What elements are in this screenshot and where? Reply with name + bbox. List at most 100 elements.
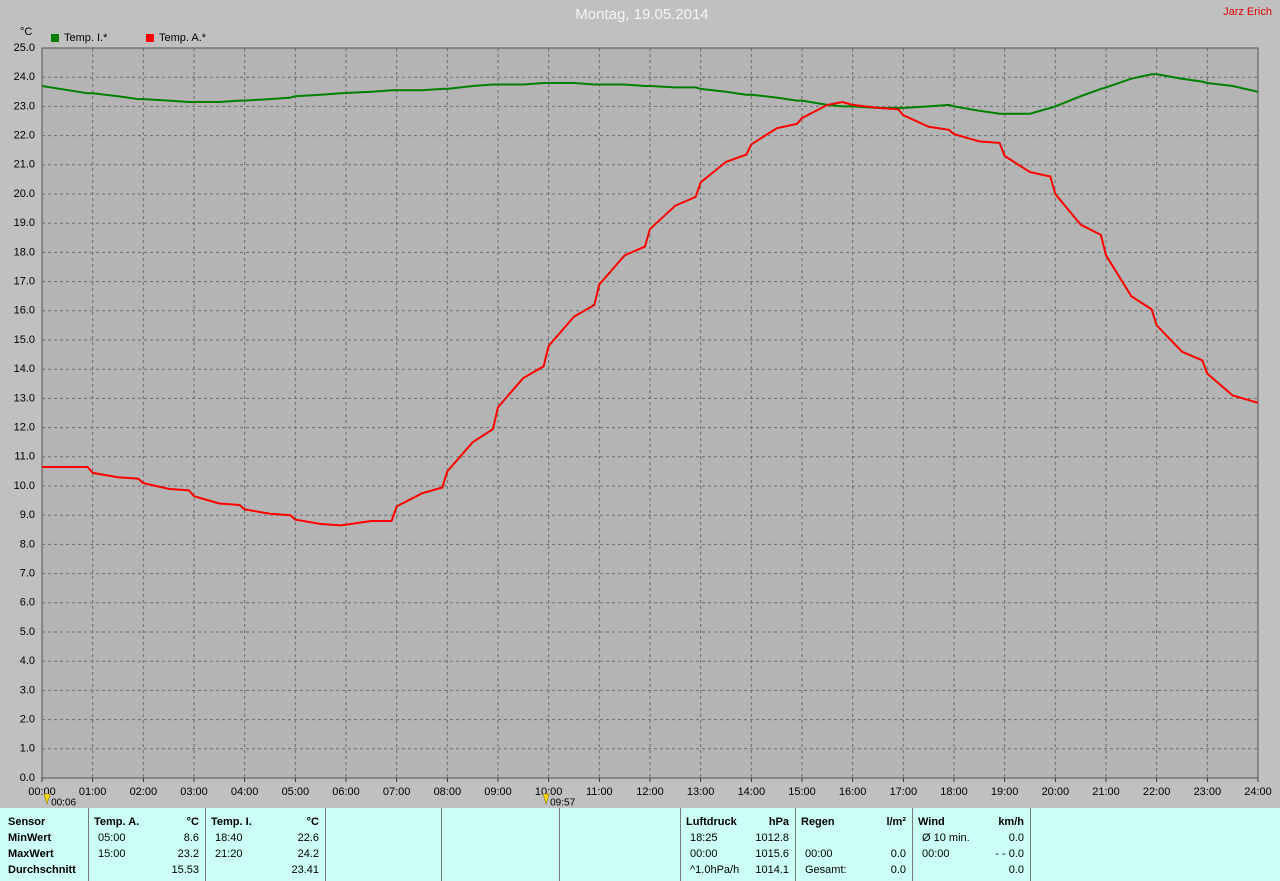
x-tick-label: 19:00 xyxy=(991,786,1019,798)
y-tick-label: 23.0 xyxy=(14,100,35,112)
x-tick-label: 04:00 xyxy=(231,786,259,798)
marker-icon xyxy=(43,793,51,805)
table-cell: Gesamt: xyxy=(805,864,847,876)
x-tick-label: 09:00 xyxy=(484,786,512,798)
divider xyxy=(795,808,796,881)
x-tick-label: 16:00 xyxy=(839,786,867,798)
x-tick-label: 07:00 xyxy=(383,786,411,798)
y-tick-label: 1.0 xyxy=(20,743,35,755)
table-cell: 21:20 xyxy=(215,848,243,860)
table-cell: Regen xyxy=(801,816,835,828)
y-tick-label: 8.0 xyxy=(20,538,35,550)
author: Jarz Erich xyxy=(1223,6,1272,18)
x-tick-label: 13:00 xyxy=(687,786,715,798)
table-cell: °C xyxy=(186,816,199,828)
x-tick-label: 22:00 xyxy=(1143,786,1171,798)
table-cell: 00:00 xyxy=(922,848,950,860)
x-tick-label: 12:00 xyxy=(636,786,664,798)
table-cell: 15.53 xyxy=(171,864,199,876)
y-tick-label: 15.0 xyxy=(14,334,35,346)
x-tick-label: 24:00 xyxy=(1244,786,1272,798)
y-tick-label: 25.0 xyxy=(14,42,35,54)
y-tick-label: 22.0 xyxy=(14,130,35,142)
legend-label: Temp. I.* xyxy=(64,32,108,44)
y-tick-label: 11.0 xyxy=(14,451,35,463)
y-tick-label: 9.0 xyxy=(20,509,35,521)
series-line xyxy=(42,100,1259,527)
table-cell: 00:00 xyxy=(690,848,718,860)
table-cell: 22.6 xyxy=(297,832,319,844)
table-cell: Wind xyxy=(918,816,945,828)
table-cell: 0.0 xyxy=(1008,832,1024,844)
table-cell: Luftdruck xyxy=(686,816,737,828)
y-tick-label: 10.0 xyxy=(14,480,35,492)
table-cell: MinWert xyxy=(8,832,52,844)
y-tick-label: 6.0 xyxy=(20,597,35,609)
table-cell: km/h xyxy=(998,816,1024,828)
y-tick-label: 12.0 xyxy=(14,422,35,434)
chart: Montag, 19.05.2014 °C 0.0 1.0 2.0 3.0 4.0 5.0… xyxy=(14,6,1272,808)
y-tick-label: 17.0 xyxy=(14,276,35,288)
y-tick-label: 18.0 xyxy=(14,246,35,258)
x-tick-label: 15:00 xyxy=(788,786,816,798)
table-cell: 24.2 xyxy=(297,848,319,860)
y-tick-label: 21.0 xyxy=(14,159,35,171)
table-cell: 8.6 xyxy=(183,832,199,844)
y-axis-unit: °C xyxy=(20,26,32,38)
x-tick-label: 05:00 xyxy=(282,786,310,798)
y-tick-label: 4.0 xyxy=(20,655,35,667)
marker-label: 09:57 xyxy=(550,798,575,808)
x-tick-label: 21:00 xyxy=(1092,786,1120,798)
divider xyxy=(441,808,442,881)
y-tick-label: 16.0 xyxy=(14,305,35,317)
y-tick-label: 24.0 xyxy=(14,71,35,83)
table-cell: 1014.1 xyxy=(755,864,789,876)
x-tick-label: 11:00 xyxy=(586,786,613,798)
table-cell: 00:00 xyxy=(805,848,833,860)
divider xyxy=(205,808,206,881)
marker-label: 00:06 xyxy=(51,798,76,808)
stats-table: Sensor MinWert MaxWert Durchschnitt Temp. A.… xyxy=(0,808,1280,881)
divider xyxy=(912,808,913,881)
x-tick-label: 06:00 xyxy=(332,786,360,798)
table-cell: 0.0 xyxy=(890,848,906,860)
x-tick-label: 00:00 xyxy=(28,786,56,798)
table-cell: ^1.0hPa/h xyxy=(690,864,740,876)
table-cell: 0.0 xyxy=(1008,864,1024,876)
divider xyxy=(1030,808,1031,881)
marker-icon xyxy=(542,793,550,805)
table-cell: Temp. I. xyxy=(211,816,252,828)
x-tick-label: 23:00 xyxy=(1194,786,1222,798)
x-tick-label: 01:00 xyxy=(79,786,107,798)
table-cell: 15:00 xyxy=(98,848,126,860)
x-tick-label: 02:00 xyxy=(130,786,158,798)
table-cell: Temp. A. xyxy=(94,816,140,828)
table-cell: 05:00 xyxy=(98,832,126,844)
table-cell: 18:25 xyxy=(690,832,718,844)
table-cell: 18:40 xyxy=(215,832,243,844)
table-cell: Sensor xyxy=(8,816,46,828)
x-tick-label: 18:00 xyxy=(940,786,968,798)
x-tick-label: 20:00 xyxy=(1042,786,1070,798)
divider xyxy=(680,808,681,881)
table-cell: - - 0.0 xyxy=(995,848,1024,860)
table-cell: l/m² xyxy=(886,816,906,828)
table-cell: 0.0 xyxy=(890,864,906,876)
y-tick-label: 5.0 xyxy=(20,626,35,638)
y-tick-label: 19.0 xyxy=(14,217,35,229)
table-cell: MaxWert xyxy=(8,848,54,860)
table-cell: 23.2 xyxy=(177,848,199,860)
x-tick-label: 17:00 xyxy=(890,786,918,798)
table-cell: Durchschnitt xyxy=(8,864,76,876)
x-tick-label: 03:00 xyxy=(180,786,208,798)
table-cell: Ø 10 min. xyxy=(922,832,970,844)
table-cell: hPa xyxy=(768,816,789,828)
x-tick-label: 10:00 xyxy=(535,786,563,798)
legend-label: Temp. A.* xyxy=(159,32,207,44)
legend-swatch xyxy=(51,34,59,42)
y-tick-label: 14.0 xyxy=(14,363,35,375)
table-cell: 1015.6 xyxy=(755,848,789,860)
table-cell: 23.41 xyxy=(291,864,319,876)
chart-title: Montag, 19.05.2014 xyxy=(575,6,708,23)
